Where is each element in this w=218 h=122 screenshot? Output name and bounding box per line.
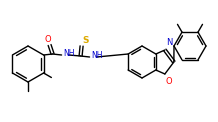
Text: O: O (44, 35, 51, 44)
Text: NH: NH (64, 50, 75, 59)
Text: O: O (166, 77, 172, 86)
Text: N: N (166, 38, 172, 47)
Text: S: S (83, 36, 89, 45)
Text: NH: NH (92, 51, 103, 61)
